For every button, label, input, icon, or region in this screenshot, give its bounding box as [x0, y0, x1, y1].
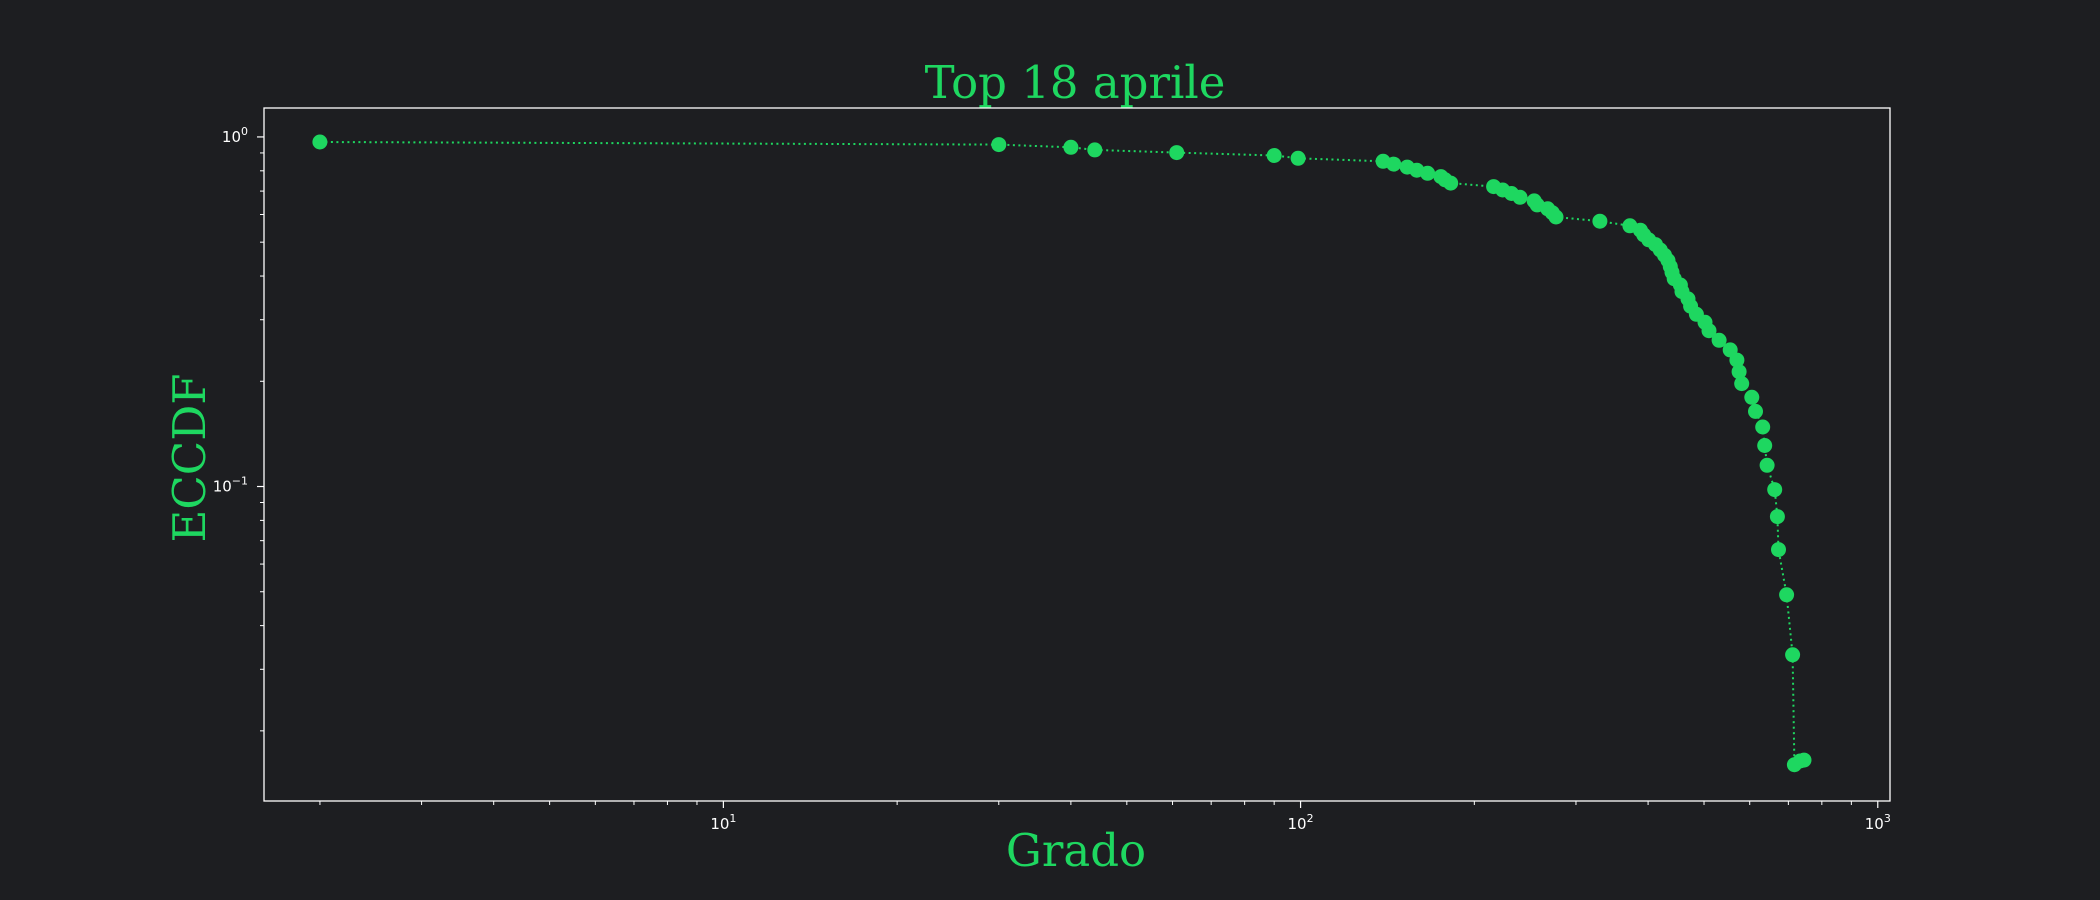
- data-point: [1757, 438, 1773, 453]
- x-tick-exponent: 1: [729, 812, 736, 825]
- x-tick-label: 103: [1865, 812, 1891, 833]
- y-tick-label: 10−1: [213, 475, 248, 496]
- data-point: [1701, 323, 1717, 339]
- data-point: [1755, 419, 1771, 435]
- chart-title: Top 18 aprile: [925, 56, 1226, 109]
- series-line: [319, 141, 1805, 767]
- x-tick-exponent: 2: [1307, 812, 1314, 825]
- data-point: [1548, 209, 1564, 225]
- data-point: [1420, 165, 1436, 181]
- data-point: [1063, 139, 1079, 155]
- data-point: [1731, 364, 1747, 380]
- data-point: [1767, 482, 1783, 498]
- data-point: [1266, 148, 1282, 163]
- data-point: [1796, 752, 1812, 768]
- data-point: [1169, 145, 1185, 161]
- data-point: [991, 137, 1007, 153]
- x-axis-title: Grado: [1006, 824, 1146, 877]
- plot-frame: [263, 107, 1891, 802]
- data-point: [1779, 587, 1795, 603]
- data-point: [1386, 156, 1402, 172]
- data-point: [1785, 647, 1801, 663]
- data-point: [1759, 457, 1775, 473]
- y-tick-exponent: −1: [232, 475, 248, 488]
- data-point: [1443, 175, 1459, 191]
- data-point: [1744, 389, 1760, 405]
- x-tick-label: 101: [710, 812, 736, 833]
- data-point: [1087, 142, 1103, 158]
- y-tick-label: 100: [222, 125, 248, 146]
- data-point: [1771, 542, 1786, 558]
- x-tick-exponent: 3: [1884, 812, 1891, 825]
- data-point: [1711, 332, 1727, 348]
- data-point: [1748, 403, 1763, 419]
- x-tick-label: 102: [1288, 812, 1314, 833]
- data-point: [312, 134, 328, 150]
- y-axis-title: ECCDF: [163, 373, 216, 542]
- y-tick-exponent: 0: [241, 125, 248, 138]
- data-point: [1290, 150, 1306, 166]
- data-point: [1769, 509, 1785, 525]
- data-point: [1734, 376, 1750, 392]
- data-point: [1729, 352, 1745, 368]
- data-point: [1592, 213, 1608, 229]
- data-point: [1512, 189, 1528, 205]
